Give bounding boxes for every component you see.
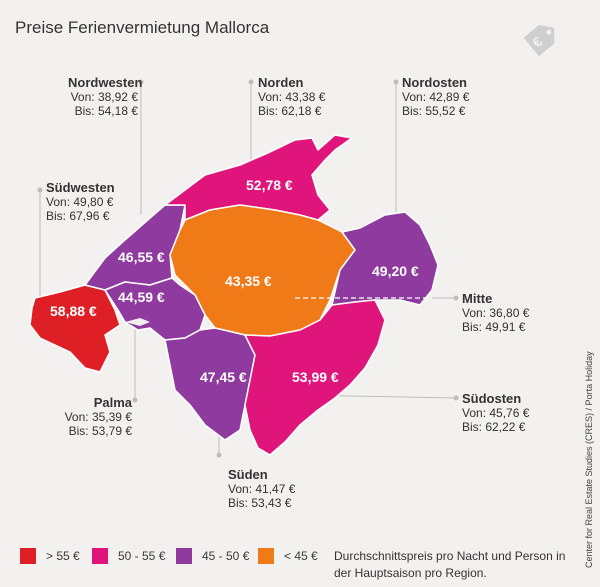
label-sueden-von: Von: 41,47 € [228, 482, 296, 496]
label-mitte-name: Mitte [462, 291, 493, 306]
label-nordosten: Nordosten Von: 42,89 € Bis: 55,52 € [402, 75, 470, 119]
label-nordosten-von: Von: 42,89 € [402, 90, 470, 104]
label-mitte-von: Von: 36,80 € [462, 306, 530, 320]
legend-item-gt55: > 55 € [20, 548, 80, 564]
label-mitte-bis: Bis: 49,91 € [462, 320, 526, 334]
label-suedwesten-name: Südwesten [46, 180, 115, 195]
price-suedwesten: 58,88 € [50, 303, 97, 319]
label-norden: Norden Von: 43,38 € Bis: 62,18 € [258, 75, 326, 119]
label-norden-von: Von: 43,38 € [258, 90, 326, 104]
region-suedosten [244, 299, 386, 456]
legend-label: < 45 € [284, 549, 318, 563]
legend-item-50-55: 50 - 55 € [92, 548, 165, 564]
region-nordosten [331, 211, 439, 306]
legend-item-45-50: 45 - 50 € [176, 548, 249, 564]
label-suedosten-bis: Bis: 62,22 € [462, 420, 526, 434]
price-norden: 52,78 € [246, 177, 293, 193]
label-nordwesten: Nordwesten Von: 38,92 € Bis: 54,18 € [68, 75, 143, 119]
region-suedwesten [29, 284, 121, 373]
label-suedosten-name: Südosten [462, 391, 522, 406]
label-norden-bis: Bis: 62,18 € [258, 104, 322, 118]
legend-swatch [92, 548, 108, 564]
label-nordwesten-name: Nordwesten [68, 75, 143, 90]
label-sueden-name: Süden [228, 467, 268, 482]
price-sueden: 47,45 € [200, 369, 247, 385]
legend-swatch [176, 548, 192, 564]
legend-item-lt45: < 45 € [258, 548, 318, 564]
label-norden-name: Norden [258, 75, 304, 90]
label-sueden: Süden Von: 41,47 € Bis: 53,43 € [228, 467, 296, 511]
legend-label: 50 - 55 € [118, 549, 166, 563]
price-suedosten: 53,99 € [292, 369, 339, 385]
legend-swatch [20, 548, 36, 564]
label-sueden-bis: Bis: 53,43 € [228, 496, 292, 510]
price-mitte: 43,35 € [225, 273, 272, 289]
price-palma: 44,59 € [118, 289, 165, 305]
legend-swatch [258, 548, 274, 564]
label-suedwesten-bis: Bis: 67,96 € [46, 209, 110, 223]
price-nordosten: 49,20 € [372, 263, 419, 279]
label-suedosten-von: Von: 45,76 € [462, 406, 530, 420]
label-suedwesten: Südwesten Von: 49,80 € Bis: 67,96 € [46, 180, 115, 224]
label-nordosten-name: Nordosten [402, 75, 467, 90]
label-mitte: Mitte Von: 36,80 € Bis: 49,91 € [462, 291, 530, 335]
price-nordwesten: 46,55 € [118, 249, 165, 265]
label-suedwesten-von: Von: 49,80 € [46, 195, 114, 209]
label-nordwesten-bis: Bis: 54,18 € [74, 104, 138, 118]
label-nordosten-bis: Bis: 55,52 € [402, 104, 466, 118]
label-suedosten: Südosten Von: 45,76 € Bis: 62,22 € [462, 391, 530, 435]
legend-label: > 55 € [46, 549, 80, 563]
label-palma-bis: Bis: 53,79 € [68, 424, 132, 438]
label-palma-name: Palma [93, 395, 132, 410]
legend-note: Durchschnittspreis pro Nacht und Person … [334, 549, 566, 580]
label-nordwesten-von: Von: 38,92 € [70, 90, 138, 104]
label-palma-von: Von: 35,39 € [64, 410, 132, 424]
legend-label: 45 - 50 € [202, 549, 250, 563]
price-tag-euro-icon: € [523, 24, 555, 57]
page-title: Preise Ferienvermietung Mallorca [15, 18, 270, 37]
source-credit: Center for Real Estate Studies (CRES) / … [584, 351, 594, 568]
label-palma: Palma Von: 35,39 € Bis: 53,79 € [62, 395, 132, 439]
